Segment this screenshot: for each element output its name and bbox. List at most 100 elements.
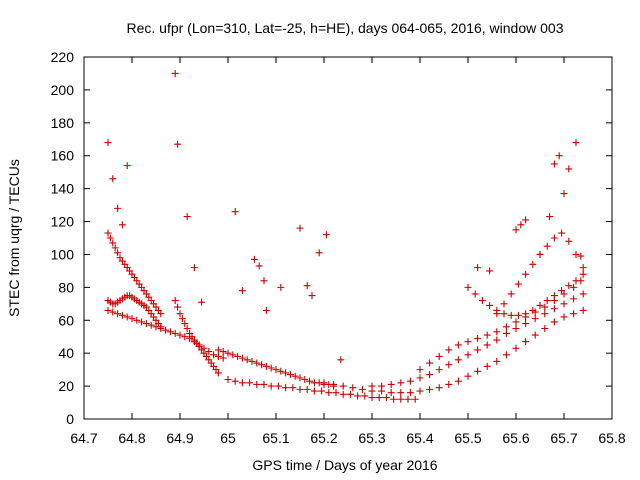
data-point <box>286 371 294 379</box>
data-point <box>474 367 482 375</box>
data-point <box>301 376 309 384</box>
data-point <box>190 264 198 272</box>
data-point <box>253 359 261 367</box>
data-point <box>522 320 530 328</box>
data-point <box>558 287 566 295</box>
data-point <box>214 352 222 360</box>
data-point <box>303 385 311 393</box>
data-point <box>454 341 462 349</box>
data-point <box>435 352 443 360</box>
data-point <box>250 255 258 263</box>
data-point <box>471 290 479 298</box>
series-5 <box>224 376 419 403</box>
data-point <box>231 377 239 385</box>
data-point <box>277 367 285 375</box>
data-point <box>536 250 544 258</box>
plot-axes <box>83 56 613 420</box>
data-point <box>512 318 520 326</box>
data-point <box>123 162 131 170</box>
data-point <box>546 213 554 221</box>
data-point <box>500 300 508 308</box>
y-axis-ticks: 0 20 40 60 80 100 120 140 160 180 200 220 <box>51 49 612 427</box>
data-point <box>541 303 549 311</box>
x-tick-label: 65.8 <box>598 430 625 446</box>
data-point <box>243 356 251 364</box>
data-point <box>570 295 578 303</box>
data-point <box>157 310 165 318</box>
data-point <box>106 234 114 242</box>
data-point <box>464 351 472 359</box>
data-point <box>514 280 522 288</box>
data-point <box>550 305 558 313</box>
x-tick-label: 64.9 <box>166 430 193 446</box>
data-point <box>572 250 580 258</box>
x-tick-label: 64.8 <box>118 430 145 446</box>
data-point <box>572 139 580 147</box>
data-point <box>507 311 515 319</box>
data-point <box>550 292 558 300</box>
data-point <box>390 395 398 403</box>
series-11 <box>104 69 587 364</box>
data-point <box>224 376 232 384</box>
data-point <box>318 387 326 395</box>
data-point <box>406 377 414 385</box>
data-point <box>354 392 362 400</box>
data-point <box>411 395 419 403</box>
data-point <box>565 237 573 245</box>
data-point <box>512 325 520 332</box>
data-point <box>560 300 568 308</box>
data-point <box>435 366 443 374</box>
data-point <box>176 331 184 339</box>
data-point <box>579 306 587 314</box>
data-point <box>529 306 537 314</box>
data-point <box>454 377 462 385</box>
data-point <box>555 152 563 160</box>
series-9 <box>464 270 587 319</box>
y-tick-label: 120 <box>51 214 75 230</box>
data-point <box>258 361 266 369</box>
data-point <box>282 384 290 392</box>
y-tick-label: 40 <box>58 345 74 361</box>
data-point <box>219 354 227 362</box>
data-point <box>514 311 522 319</box>
data-point <box>310 387 318 395</box>
data-point <box>361 392 369 400</box>
data-point <box>368 382 376 390</box>
data-point <box>253 380 261 388</box>
x-tick-label: 65.5 <box>454 430 481 446</box>
data-point <box>483 341 491 349</box>
data-point <box>349 384 357 392</box>
data-point <box>238 379 246 387</box>
data-point <box>262 362 270 370</box>
data-point <box>214 346 222 354</box>
data-point <box>339 390 347 398</box>
data-point <box>296 385 304 393</box>
y-tick-label: 220 <box>51 49 75 65</box>
data-point <box>560 313 568 321</box>
data-point <box>560 190 568 198</box>
data-point <box>315 249 323 257</box>
data-point <box>133 316 141 324</box>
chart-title: Rec. ufpr (Lon=310, Lat=-25, h=HE), days… <box>126 20 563 36</box>
data-point <box>416 387 424 395</box>
data-point <box>229 351 237 359</box>
data-point <box>272 366 280 374</box>
data-point <box>522 338 530 346</box>
series-3 <box>171 297 222 377</box>
data-point <box>118 221 126 229</box>
data-point <box>238 354 246 362</box>
data-point <box>346 390 354 398</box>
data-point <box>507 290 515 298</box>
data-point <box>109 239 117 247</box>
x-tick-label: 65 <box>220 430 236 446</box>
data-point <box>486 301 494 309</box>
data-point <box>332 389 340 397</box>
y-tick-label: 160 <box>51 148 75 164</box>
data-point <box>142 320 150 328</box>
data-point <box>579 264 587 272</box>
data-point <box>543 242 551 250</box>
data-point <box>416 366 424 374</box>
y-tick-label: 140 <box>51 181 75 197</box>
x-tick-label: 65.6 <box>502 430 529 446</box>
